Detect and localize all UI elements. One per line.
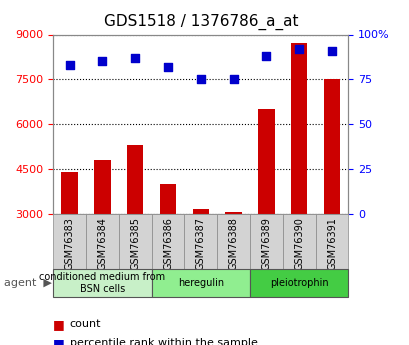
Bar: [127, 145, 143, 304]
Text: agent  ▶: agent ▶: [4, 278, 52, 288]
FancyBboxPatch shape: [151, 269, 249, 297]
Text: GSM76383: GSM76383: [65, 217, 74, 269]
FancyBboxPatch shape: [151, 214, 184, 269]
Text: GSM76390: GSM76390: [294, 217, 303, 269]
Text: ■: ■: [53, 337, 65, 345]
FancyBboxPatch shape: [249, 269, 348, 297]
Bar: [323, 79, 339, 304]
Text: GSM76387: GSM76387: [196, 217, 205, 270]
Point: [295, 46, 302, 52]
FancyBboxPatch shape: [119, 214, 151, 269]
FancyBboxPatch shape: [53, 269, 151, 297]
Bar: [258, 109, 274, 304]
Point: [66, 62, 73, 68]
Text: GSM76391: GSM76391: [326, 217, 336, 269]
Text: GSM76384: GSM76384: [97, 217, 107, 269]
Point: [263, 53, 269, 59]
Bar: [192, 209, 209, 304]
Text: GSM76385: GSM76385: [130, 217, 140, 270]
Bar: [225, 213, 241, 304]
FancyBboxPatch shape: [86, 214, 119, 269]
Text: count: count: [70, 319, 101, 329]
FancyBboxPatch shape: [282, 214, 315, 269]
Bar: [61, 172, 78, 304]
Text: heregulin: heregulin: [178, 278, 223, 288]
Point: [132, 55, 138, 61]
FancyBboxPatch shape: [315, 214, 348, 269]
Point: [328, 48, 335, 53]
Point: [197, 77, 204, 82]
FancyBboxPatch shape: [249, 214, 282, 269]
Text: pleiotrophin: pleiotrophin: [270, 278, 328, 288]
Text: GSM76386: GSM76386: [163, 217, 173, 269]
Text: conditioned medium from
BSN cells: conditioned medium from BSN cells: [39, 272, 165, 294]
Point: [230, 77, 236, 82]
Point: [164, 64, 171, 70]
Text: GSM76388: GSM76388: [228, 217, 238, 269]
FancyBboxPatch shape: [53, 214, 86, 269]
Point: [99, 59, 106, 64]
FancyBboxPatch shape: [184, 214, 217, 269]
Text: percentile rank within the sample: percentile rank within the sample: [70, 338, 257, 345]
Title: GDS1518 / 1376786_a_at: GDS1518 / 1376786_a_at: [103, 14, 297, 30]
FancyBboxPatch shape: [217, 214, 249, 269]
Bar: [94, 160, 110, 304]
Text: GSM76389: GSM76389: [261, 217, 271, 269]
Text: ■: ■: [53, 318, 65, 331]
Bar: [290, 43, 307, 304]
Bar: [160, 184, 176, 304]
